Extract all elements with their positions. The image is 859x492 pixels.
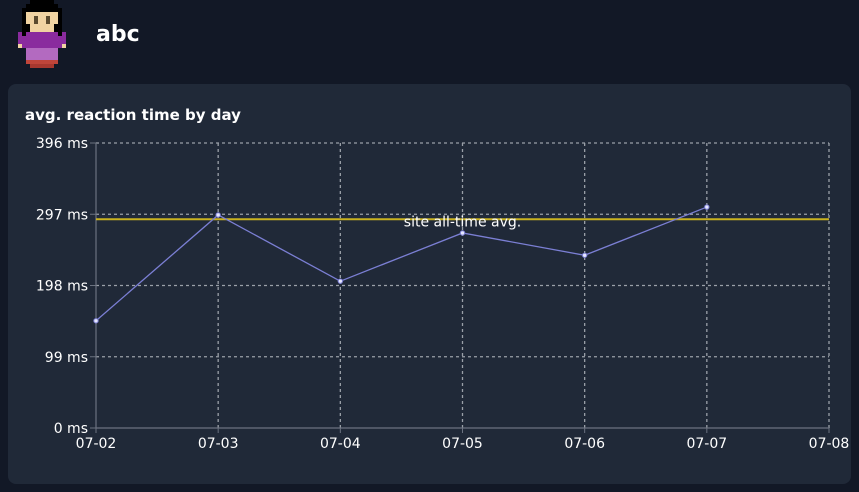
y-axis-label: 0 ms	[54, 421, 88, 437]
x-axis-label: 07-03	[198, 436, 239, 452]
x-axis-label: 07-07	[686, 436, 727, 452]
chart-title: avg. reaction time by day	[25, 106, 241, 124]
data-point	[704, 204, 710, 210]
header: abc	[0, 0, 859, 80]
avatar-icon	[18, 0, 66, 68]
data-point	[581, 252, 588, 258]
y-axis-label: 297 ms	[36, 207, 88, 223]
y-axis-label: 198 ms	[36, 279, 88, 295]
data-point	[215, 212, 221, 218]
series-line	[95, 206, 708, 322]
average-annotation: site all-time avg.	[404, 214, 521, 230]
username: abc	[96, 22, 140, 47]
x-axis-label: 07-04	[320, 436, 361, 452]
data-point	[459, 230, 466, 236]
data-point	[93, 318, 99, 324]
x-axis-label: 07-05	[442, 436, 483, 452]
x-axis-label: 07-02	[76, 436, 117, 452]
x-axis-label: 07-06	[564, 436, 605, 452]
y-axis-label: 99 ms	[45, 350, 88, 366]
data-point	[337, 278, 344, 284]
x-axis-label: 07-08	[809, 436, 850, 452]
y-axis-label: 396 ms	[36, 136, 88, 152]
chart-card: avg. reaction time by day	[8, 84, 851, 484]
